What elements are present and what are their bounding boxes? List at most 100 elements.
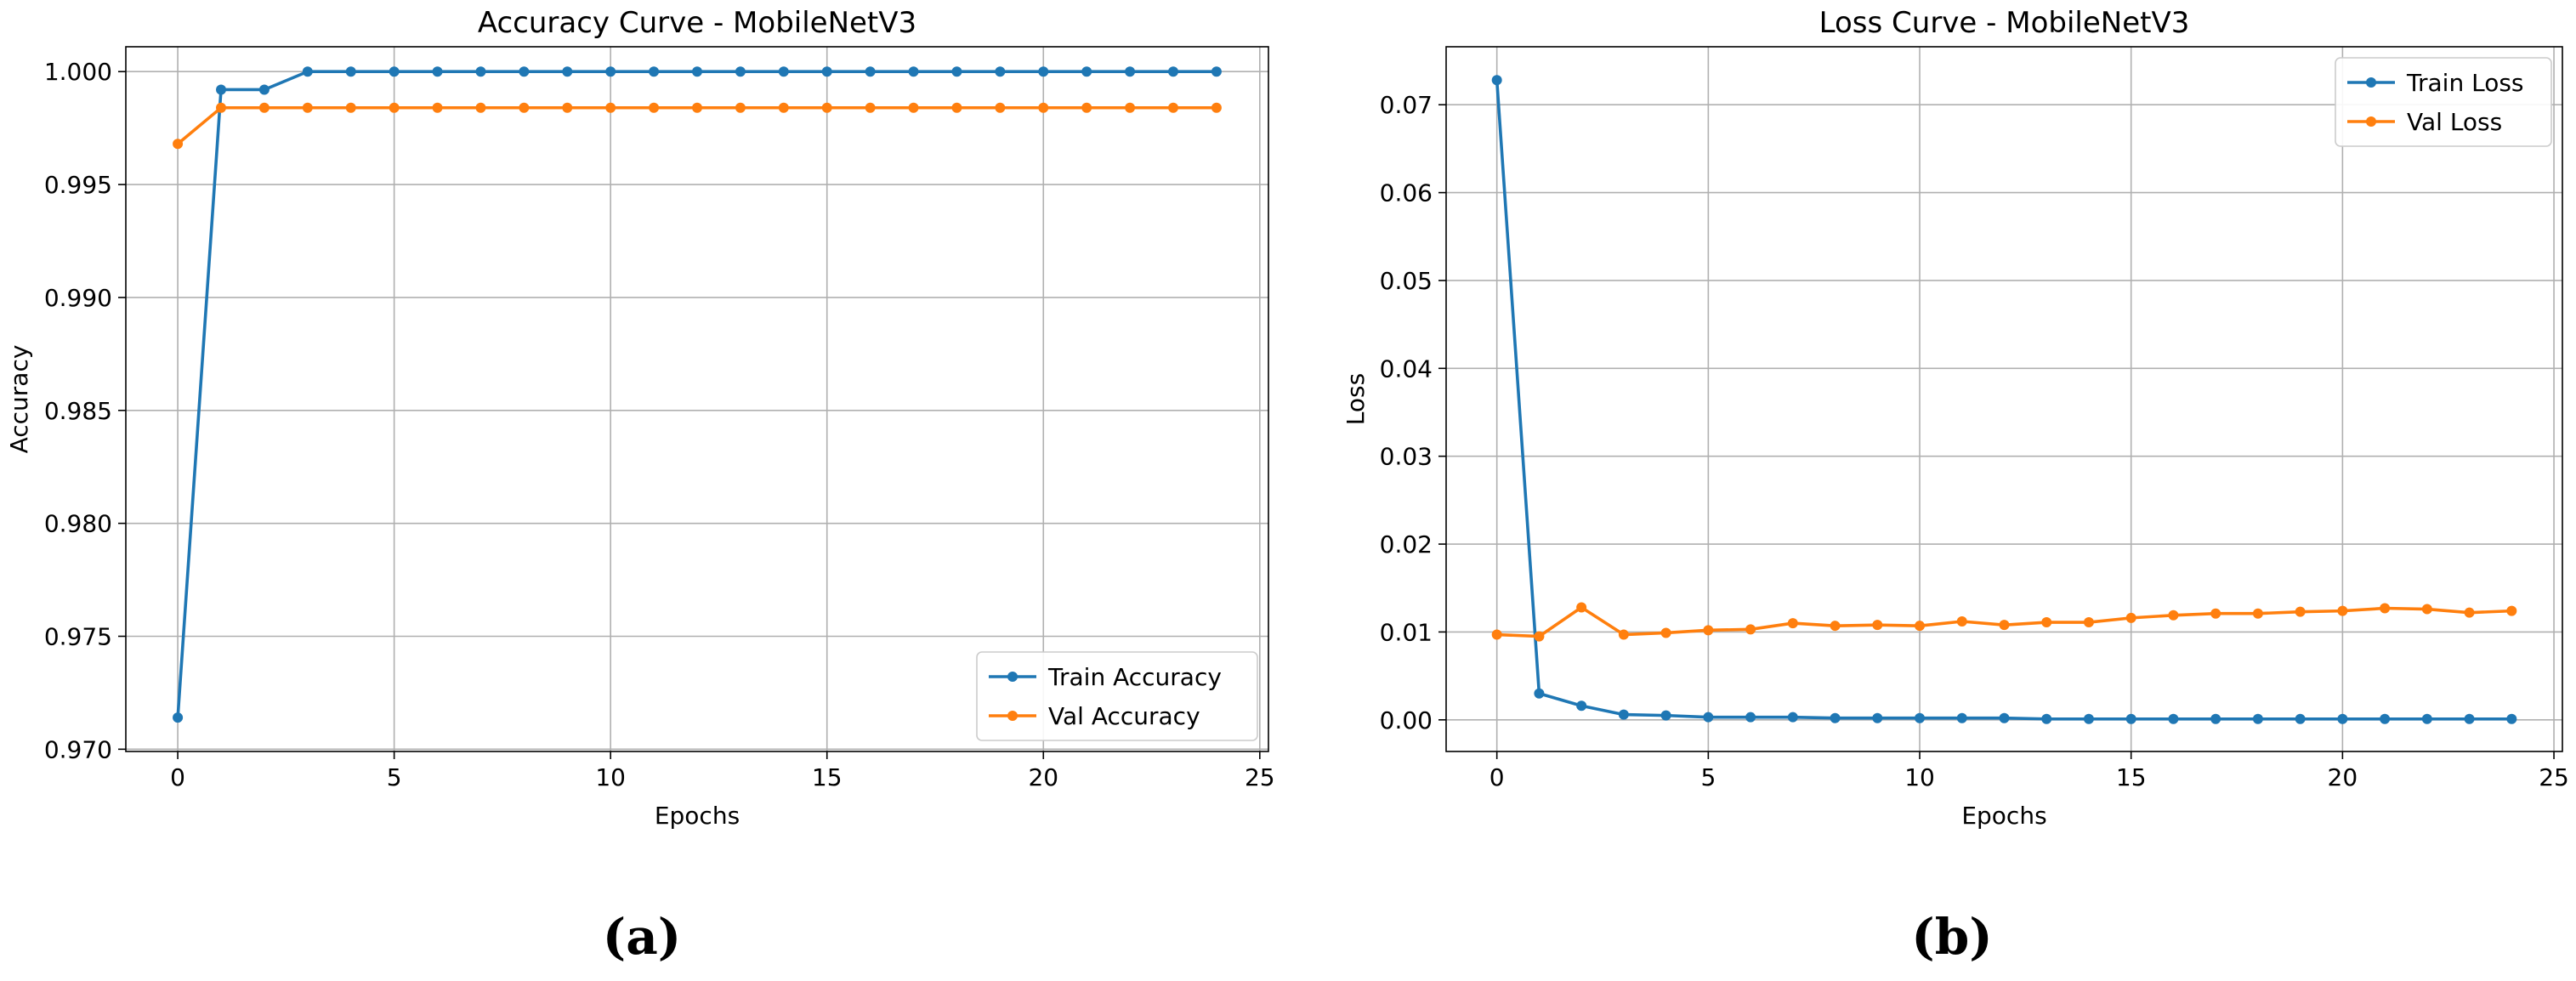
data-point [519, 102, 530, 113]
data-point [865, 102, 876, 113]
data-point [1915, 621, 1926, 632]
x-axis-label: Epochs [655, 802, 740, 830]
data-point [1491, 629, 1502, 640]
y-tick-label: 0.06 [1380, 179, 1433, 207]
y-tick-label: 0.985 [44, 397, 112, 425]
data-point [302, 102, 313, 113]
y-tick-label: 1.000 [44, 58, 112, 86]
data-point [2083, 713, 2094, 724]
x-tick-label: 5 [387, 763, 402, 791]
x-tick-label: 20 [1028, 763, 1058, 791]
data-point [1787, 618, 1798, 629]
data-point [389, 102, 400, 113]
legend-swatch-marker [2366, 77, 2376, 88]
data-point [2252, 608, 2263, 619]
data-point [1491, 75, 1502, 86]
x-tick-label: 0 [1489, 763, 1505, 791]
y-tick-label: 0.975 [44, 622, 112, 650]
data-point [2464, 713, 2475, 724]
data-point [1703, 712, 1714, 723]
y-tick-label: 0.03 [1380, 443, 1433, 471]
x-tick-label: 0 [170, 763, 185, 791]
data-point [2421, 713, 2432, 724]
x-tick-label: 15 [2116, 763, 2147, 791]
legend-swatch-marker [1007, 711, 1018, 721]
data-point [173, 139, 184, 150]
data-point [1534, 631, 1545, 642]
data-point [951, 102, 962, 113]
legend: Train Loss Val Loss [2335, 57, 2552, 147]
chart-title: Loss Curve - MobileNetV3 [1819, 6, 2190, 40]
data-point [345, 102, 356, 113]
data-point [821, 66, 832, 77]
data-point [2421, 604, 2432, 615]
legend-label: Train Loss [2406, 69, 2524, 97]
data-point [1038, 66, 1049, 77]
data-point [821, 102, 832, 113]
legend-box [976, 651, 1258, 741]
data-point [908, 102, 919, 113]
data-point [389, 66, 400, 77]
data-point [2464, 607, 2475, 618]
data-point [778, 66, 789, 77]
y-axis-label: Accuracy [5, 345, 33, 454]
data-point [1660, 627, 1671, 638]
data-point [735, 66, 746, 77]
data-point [2168, 713, 2179, 724]
panel-label: (b) [1911, 908, 1992, 966]
data-point [2168, 610, 2179, 621]
data-point [951, 66, 962, 77]
data-point [2337, 713, 2348, 724]
data-point [1534, 688, 1545, 699]
y-tick-label: 0.04 [1380, 354, 1433, 383]
data-point [1745, 624, 1756, 635]
chart-panel-accuracy: 0 5 10 15 20 25 0.970 0.975 0.980 0.985 0.990 0.995… [5, 6, 1275, 966]
data-point [1915, 712, 1926, 723]
data-point [302, 66, 313, 77]
y-tick-label: 0.980 [44, 510, 112, 538]
data-point [2337, 605, 2348, 616]
data-point [216, 102, 226, 113]
data-point [1211, 66, 1222, 77]
data-point [1576, 700, 1587, 712]
series-line-val-accuracy [176, 105, 1217, 145]
data-point [1999, 620, 2010, 631]
data-point [649, 66, 660, 77]
data-point [649, 102, 660, 113]
chart-panel-loss: 0 5 10 15 20 25 0.00 0.01 0.02 0.03 0.04 0.05 0.06 0.… [1342, 6, 2569, 966]
data-point [1168, 66, 1178, 77]
data-point [1211, 102, 1222, 113]
data-point [345, 66, 356, 77]
x-tick-label: 25 [2539, 763, 2569, 791]
y-tick-label: 0.02 [1380, 530, 1433, 559]
legend-label: Val Accuracy [1048, 702, 1200, 730]
axes-frame [125, 46, 1269, 752]
data-point [1081, 66, 1092, 77]
data-point [1956, 712, 1967, 723]
y-tick-label: 0.07 [1380, 91, 1433, 119]
axes-frame [1445, 46, 2563, 752]
data-point [2125, 713, 2136, 724]
x-tick-label: 5 [1700, 763, 1716, 791]
panel-label: (a) [603, 908, 681, 966]
legend-box [2335, 57, 2552, 147]
data-point [605, 66, 616, 77]
data-point [2506, 713, 2517, 724]
data-point [432, 102, 443, 113]
data-point [2295, 713, 2306, 724]
x-tick-label: 15 [812, 763, 843, 791]
x-tick-label: 10 [1904, 763, 1935, 791]
data-point [2210, 608, 2221, 619]
series-line-train-accuracy [176, 70, 1217, 718]
data-point [2083, 617, 2094, 628]
data-point [562, 66, 573, 77]
data-point [2041, 713, 2052, 724]
data-point [1787, 712, 1798, 723]
data-point [2506, 605, 2517, 616]
data-point [2252, 713, 2263, 724]
legend-swatch-marker [2366, 116, 2376, 127]
x-tick-label: 10 [595, 763, 626, 791]
legend-label: Val Loss [2407, 108, 2502, 136]
y-axis-label: Loss [1342, 373, 1370, 425]
